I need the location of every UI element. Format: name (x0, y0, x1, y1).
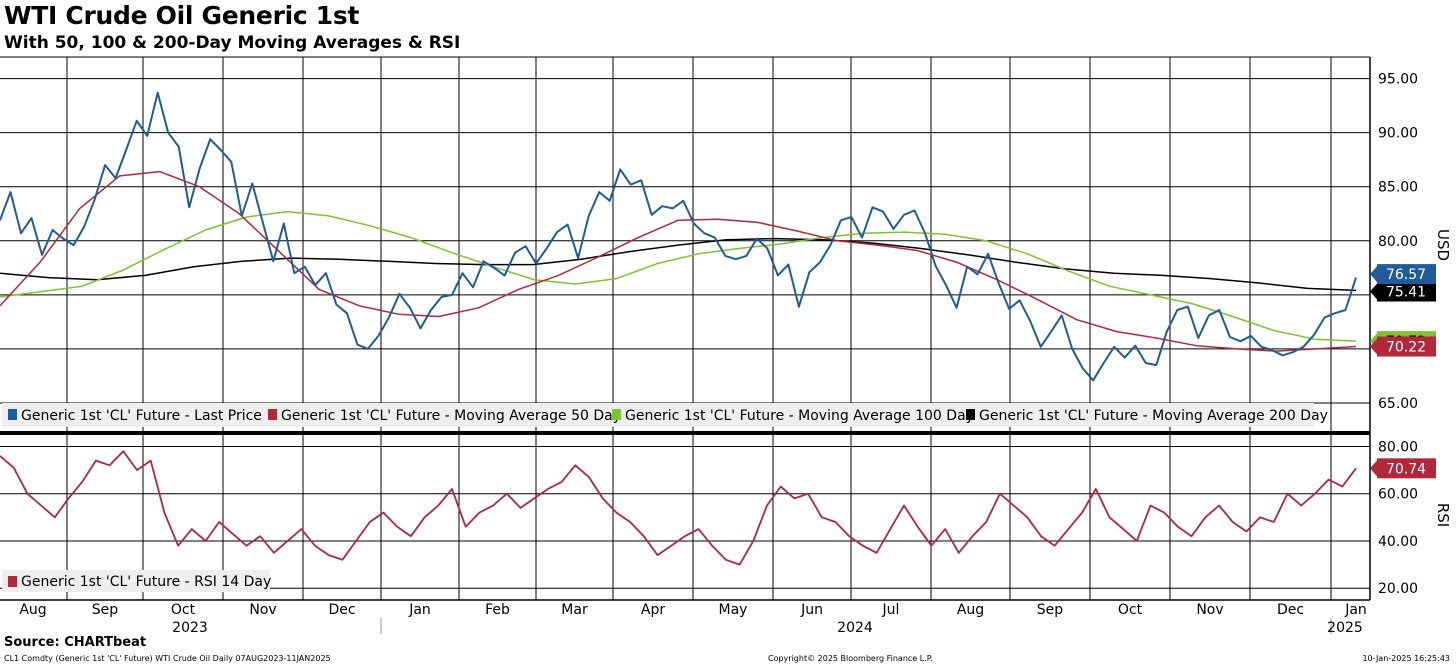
month-label: Nov (249, 602, 276, 618)
month-label: Jul (882, 602, 900, 618)
legend-label-ma200: Generic 1st 'CL' Future - Moving Average… (979, 408, 1328, 424)
month-label: Sep (92, 602, 119, 618)
rsi-legend-bg (2, 570, 270, 592)
rsi-tick-label: 60.00 (1378, 487, 1418, 503)
series-price-line (0, 91, 1357, 382)
rsi-tag-value: 70.74 (1386, 461, 1426, 477)
legend-label-ma50: Generic 1st 'CL' Future - Moving Average… (281, 408, 621, 424)
legend-swatch-price (8, 409, 17, 420)
ma50-tag-arrow (1370, 337, 1378, 356)
ma50-tag-value: 70.22 (1386, 340, 1426, 356)
ma200-tag-box (1377, 281, 1436, 302)
month-label: Jan (408, 602, 431, 618)
series-ma200-line (0, 237, 1357, 292)
price-legend-bg (2, 403, 1314, 427)
rsi-tag-arrow (1370, 459, 1378, 478)
rsi-tag-box (1377, 458, 1436, 479)
price-legend: Generic 1st 'CL' Future - Last Price Gene… (2, 403, 1328, 427)
price-tick-label: 90.00 (1378, 126, 1418, 142)
legend-swatch-ma200 (966, 409, 975, 420)
series-lines (0, 91, 1357, 566)
rsi-legend: Generic 1st 'CL' Future - RSI 14 Day (2, 570, 271, 592)
ma50-tag-box (1377, 336, 1436, 357)
legend-label-rsi: Generic 1st 'CL' Future - RSI 14 Day (21, 574, 271, 590)
footer-left: CL1 Comdty (Generic 1st 'CL' Future) WTI… (4, 654, 331, 663)
gridlines (0, 57, 1370, 600)
chart-title: WTI Crude Oil Generic 1st (4, 1, 360, 30)
series-ma100-line (0, 210, 1357, 342)
month-label: Aug (957, 602, 984, 618)
price-axis-title: USD (1434, 229, 1452, 261)
axis-labels: 65.0070.0075.0080.0085.0090.0095.0020.00… (19, 72, 1452, 636)
legend-label-ma100: Generic 1st 'CL' Future - Moving Average… (625, 408, 974, 424)
month-label: Nov (1196, 602, 1223, 618)
year-label: 2025 (1327, 620, 1363, 636)
legend-label-price: Generic 1st 'CL' Future - Last Price (21, 408, 262, 424)
year-label: 2023 (172, 620, 208, 636)
ma200-tag-arrow (1370, 282, 1378, 301)
ma200-tag-value: 75.41 (1386, 285, 1426, 301)
month-label: Oct (1118, 602, 1143, 618)
footer-copyright: Copyright© 2025 Bloomberg Finance L.P. (768, 654, 933, 663)
legends: Generic 1st 'CL' Future - Last Price Gene… (2, 403, 1328, 592)
source-note: Source: CHARTbeat (4, 635, 147, 650)
legend-swatch-rsi (8, 576, 17, 587)
rsi-tick-label: 20.00 (1378, 581, 1418, 597)
price-tick-label: 65.00 (1378, 396, 1418, 412)
month-label: Sep (1037, 602, 1064, 618)
legend-swatch-ma100 (612, 409, 621, 420)
rsi-tick-label: 80.00 (1378, 439, 1418, 455)
series-rsi-line (0, 450, 1357, 566)
rsi-axis-title: RSI (1434, 503, 1452, 527)
price-tick-label: 85.00 (1378, 180, 1418, 196)
chart-subtitle: With 50, 100 & 200-Day Moving Averages &… (4, 33, 461, 53)
month-label: Dec (1277, 602, 1304, 618)
month-label: Jan (1344, 602, 1367, 618)
month-label: Oct (171, 602, 196, 618)
legend-swatch-ma50 (268, 409, 277, 420)
month-label: Aug (19, 602, 46, 618)
month-label: Mar (561, 602, 588, 618)
month-label: Feb (485, 602, 510, 618)
price-tick-label: 80.00 (1378, 234, 1418, 250)
year-label: 2024 (837, 620, 873, 636)
price-tick-label: 95.00 (1378, 72, 1418, 88)
month-label: May (719, 602, 748, 618)
panel-divider (0, 431, 1370, 435)
chart-frame (0, 56, 1371, 601)
price-tag-box (1377, 264, 1436, 285)
month-label: Apr (641, 602, 665, 618)
price-tag-value: 76.57 (1386, 267, 1426, 283)
price-tag-arrow (1370, 265, 1378, 284)
series-ma50-line (0, 170, 1357, 352)
month-label: Jun (800, 602, 823, 618)
footer-timestamp: 10-Jan-2025 16:25:43 (1362, 654, 1450, 663)
rsi-tick-label: 40.00 (1378, 534, 1418, 550)
month-label: Dec (328, 602, 355, 618)
